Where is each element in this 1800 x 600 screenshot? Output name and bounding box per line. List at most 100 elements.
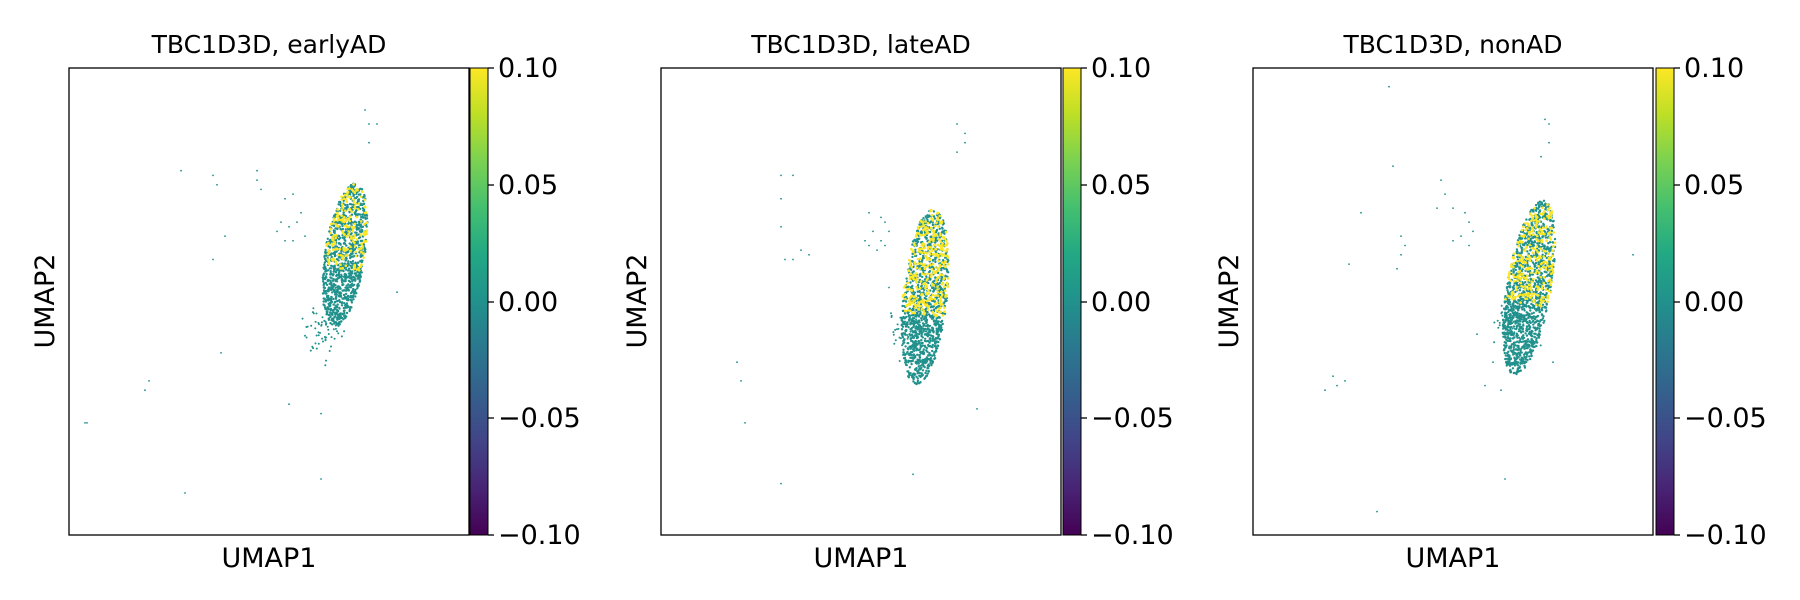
scatter-point-high bbox=[941, 235, 945, 239]
scatter-point bbox=[916, 325, 920, 329]
scatter-point bbox=[1510, 325, 1513, 329]
scatter-point bbox=[1515, 316, 1518, 319]
scatter-point bbox=[1503, 307, 1506, 310]
scatter-point bbox=[923, 344, 927, 347]
colorbar-tick-label: 0.05 bbox=[1684, 170, 1744, 201]
scatter-point bbox=[331, 323, 334, 326]
scatter-point bbox=[892, 333, 895, 336]
colorbar-ticks: 0.10 0.05 0.00 −0.05 −0.10 bbox=[1674, 53, 1767, 551]
scatter-point bbox=[1520, 315, 1524, 319]
scatter-point-high bbox=[1517, 276, 1520, 280]
scatter-point bbox=[1530, 342, 1533, 345]
scatter-point bbox=[895, 328, 898, 331]
scatter-point bbox=[780, 225, 782, 228]
scatter-point-high bbox=[930, 297, 934, 301]
scatter-point-high bbox=[935, 280, 938, 284]
scatter-point bbox=[1549, 285, 1552, 288]
scatter-point bbox=[1518, 323, 1522, 326]
scatter-point bbox=[1520, 313, 1523, 316]
scatter-point bbox=[349, 286, 352, 289]
scatter-point bbox=[337, 271, 341, 274]
scatter-point-high bbox=[914, 235, 918, 238]
scatter-point-high bbox=[907, 269, 910, 273]
scatter-point bbox=[925, 369, 928, 372]
scatter-point bbox=[323, 319, 326, 322]
scatter-point bbox=[1514, 341, 1517, 344]
scatter-point bbox=[1533, 268, 1537, 271]
scatter-point-high bbox=[1539, 256, 1543, 260]
scatter-point-high bbox=[1507, 277, 1511, 281]
scatter-point-high bbox=[1530, 294, 1534, 298]
scatter-point-high bbox=[1535, 245, 1539, 248]
scatter-point-high bbox=[365, 229, 368, 232]
scatter-point bbox=[333, 306, 336, 310]
scatter-point bbox=[337, 287, 340, 291]
scatter-point-high bbox=[913, 244, 917, 247]
scatter-point bbox=[314, 342, 317, 345]
scatter-point-high bbox=[912, 242, 916, 245]
scatter-point bbox=[1518, 261, 1521, 264]
scatter-point bbox=[1516, 337, 1519, 339]
scatter-point bbox=[350, 299, 353, 302]
scatter-point bbox=[310, 324, 313, 327]
scatter-point bbox=[1517, 361, 1520, 364]
scatter-point bbox=[345, 244, 348, 247]
scatter-point bbox=[864, 239, 866, 242]
scatter-point-high bbox=[908, 272, 912, 276]
scatter-point bbox=[911, 240, 915, 243]
scatter-point bbox=[1543, 319, 1546, 323]
scatter-point-high bbox=[922, 313, 926, 316]
scatter-point bbox=[334, 271, 338, 274]
scatter-point bbox=[304, 334, 306, 337]
scatter-point-high bbox=[1525, 274, 1529, 278]
scatter-point bbox=[1510, 269, 1513, 272]
scatter-point-high bbox=[943, 261, 947, 265]
scatter-point bbox=[1543, 305, 1547, 309]
scatter-point bbox=[1533, 335, 1536, 339]
scatter-point bbox=[928, 337, 931, 340]
scatter-point bbox=[1519, 326, 1521, 329]
scatter-point bbox=[345, 206, 348, 209]
scatter-point-high bbox=[363, 230, 366, 234]
scatter-point bbox=[1400, 253, 1402, 256]
scatter-point bbox=[1502, 325, 1504, 328]
scatter-point bbox=[349, 273, 353, 277]
scatter-point bbox=[306, 325, 309, 328]
scatter-point bbox=[918, 340, 921, 343]
scatter-point bbox=[924, 330, 928, 333]
scatter-point-high bbox=[330, 222, 333, 226]
scatter-point-high bbox=[363, 198, 367, 202]
scatter-point bbox=[1506, 291, 1510, 294]
scatter-point-high bbox=[1528, 243, 1531, 247]
scatter-point bbox=[934, 256, 937, 259]
scatter-point bbox=[888, 286, 890, 289]
scatter-point bbox=[1516, 344, 1519, 347]
scatter-point bbox=[1525, 218, 1528, 221]
scatter-point bbox=[335, 258, 339, 261]
scatter-point-high bbox=[1547, 257, 1551, 261]
scatter-point bbox=[1511, 305, 1514, 307]
scatter-point bbox=[1530, 352, 1533, 355]
scatter-point bbox=[916, 284, 920, 287]
scatter-point bbox=[938, 227, 941, 230]
scatter-point bbox=[327, 299, 330, 302]
scatter-point bbox=[893, 342, 896, 345]
scatter-point-high bbox=[357, 247, 360, 251]
scatter-point bbox=[322, 300, 325, 303]
scatter-point-high bbox=[1541, 213, 1544, 216]
scatter-point bbox=[911, 255, 914, 259]
scatter-point-high bbox=[1516, 279, 1519, 283]
scatter-point-high bbox=[1530, 214, 1533, 217]
scatter-point-high bbox=[1527, 283, 1531, 287]
scatter-point bbox=[1516, 364, 1520, 367]
scatter-point bbox=[1531, 261, 1535, 264]
scatter-point-high bbox=[333, 234, 336, 237]
scatter-point bbox=[1518, 312, 1521, 315]
scatter-point bbox=[1526, 250, 1529, 253]
scatter-point bbox=[342, 199, 345, 202]
scatter-point bbox=[323, 306, 327, 309]
scatter-point-high bbox=[1511, 297, 1514, 301]
scatter-point bbox=[357, 261, 360, 264]
scatter-point bbox=[1530, 222, 1534, 225]
scatter-point bbox=[1528, 218, 1531, 221]
